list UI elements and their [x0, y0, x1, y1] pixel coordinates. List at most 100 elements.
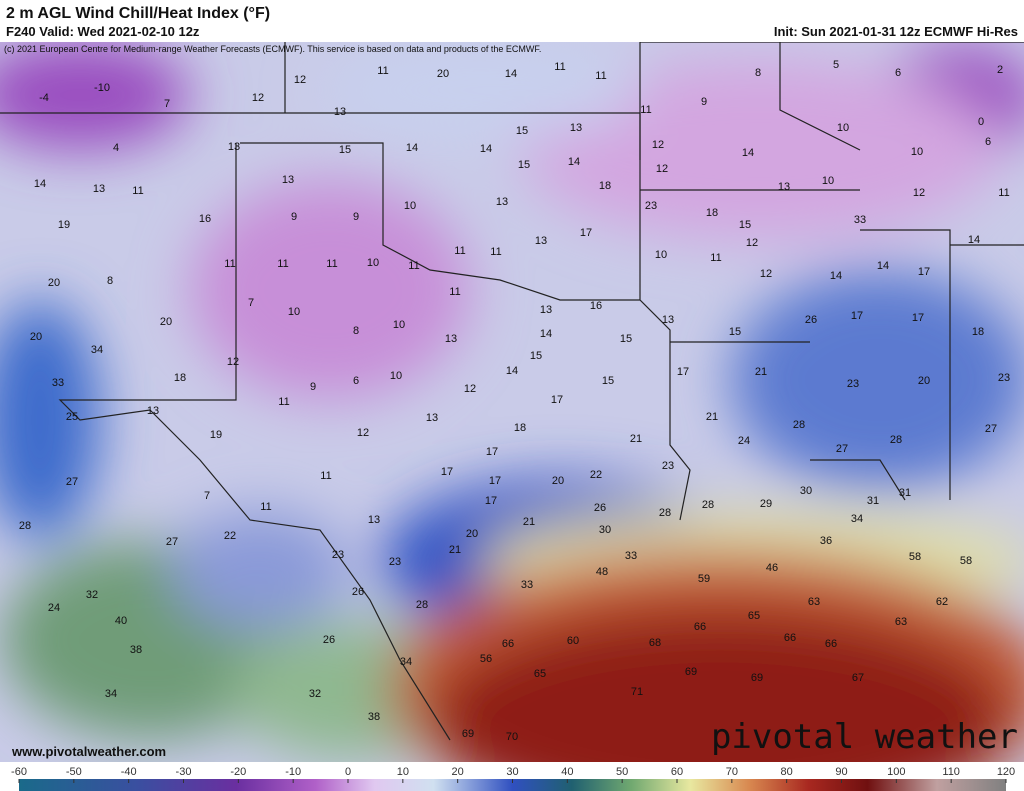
point-value: 67: [852, 672, 864, 684]
point-value: 11: [408, 260, 419, 272]
point-value: 18: [599, 180, 611, 192]
point-value: 11: [490, 246, 501, 258]
point-value: 23: [645, 200, 657, 212]
point-value: 36: [820, 535, 832, 547]
point-value: 14: [540, 328, 552, 340]
point-value: 28: [793, 419, 805, 431]
point-value: 71: [631, 686, 643, 698]
point-value: 33: [625, 550, 637, 562]
point-value: 63: [895, 616, 907, 628]
point-value: 11: [377, 65, 388, 77]
point-value: 18: [972, 326, 984, 338]
point-value: 12: [294, 74, 306, 86]
point-value: 68: [649, 637, 661, 649]
point-value: 8: [353, 325, 359, 337]
point-value: 66: [825, 638, 837, 650]
point-value: 14: [505, 68, 517, 80]
point-value: 40: [115, 615, 127, 627]
colorbar-tick-label: 90: [835, 766, 847, 778]
point-value: 19: [210, 429, 222, 441]
colorbar-tick-label: -40: [121, 766, 137, 778]
point-value: 13: [93, 183, 105, 195]
point-value: 11: [326, 258, 337, 270]
point-value: 17: [441, 466, 453, 478]
point-value: 6: [353, 375, 359, 387]
point-value: 8: [755, 67, 761, 79]
point-value: 14: [568, 156, 580, 168]
point-value: 9: [310, 381, 316, 393]
point-value: 11: [320, 470, 331, 482]
point-value: 60: [567, 635, 579, 647]
point-value: 13: [445, 333, 457, 345]
point-value: 20: [437, 68, 449, 80]
point-value: 20: [918, 375, 930, 387]
site-url: www.pivotalweather.com: [11, 744, 166, 759]
point-value: 23: [998, 372, 1010, 384]
point-value: 12: [357, 427, 369, 439]
point-value: 24: [738, 435, 750, 447]
colorbar-tick-label: 110: [942, 766, 960, 778]
point-value: 6: [985, 136, 991, 148]
point-value: 17: [918, 266, 930, 278]
point-value: 17: [912, 312, 924, 324]
point-value: 28: [659, 507, 671, 519]
point-value: 23: [389, 556, 401, 568]
point-value: 15: [518, 159, 530, 171]
point-value: 11: [224, 258, 235, 270]
point-value: 38: [368, 711, 380, 723]
point-value: 23: [847, 378, 859, 390]
point-value: 7: [164, 98, 170, 110]
point-value: 17: [551, 394, 563, 406]
point-value: 66: [694, 621, 706, 633]
point-value: 10: [911, 146, 923, 158]
point-value: 11: [260, 501, 271, 513]
colorbar-tick-label: 80: [781, 766, 793, 778]
credit: (c) 2021 European Centre for Medium-rang…: [4, 44, 541, 54]
point-value: 15: [339, 144, 351, 156]
point-value: 12: [746, 237, 758, 249]
point-value: 25: [66, 411, 78, 423]
point-value: 27: [836, 443, 848, 455]
point-value: 62: [936, 596, 948, 608]
point-value: 10: [390, 370, 402, 382]
point-value: 16: [590, 300, 602, 312]
point-value: 38: [130, 644, 142, 656]
point-value: 13: [282, 174, 294, 186]
point-value: 28: [890, 434, 902, 446]
point-value: 12: [252, 92, 264, 104]
colorbar-tick-label: 20: [452, 766, 464, 778]
colorbar: [19, 779, 1006, 791]
point-value: 58: [960, 555, 972, 567]
point-value: 33: [854, 214, 866, 226]
title: 2 m AGL Wind Chill/Heat Index (°F): [6, 5, 270, 22]
point-value: 5: [833, 59, 839, 71]
point-value: 12: [656, 163, 668, 175]
point-value: 28: [702, 499, 714, 511]
point-value: 12: [464, 383, 476, 395]
point-value: 22: [224, 530, 236, 542]
point-value: 13: [535, 235, 547, 247]
colorbar-tick-label: -50: [66, 766, 82, 778]
point-value: 20: [160, 316, 172, 328]
colorbar-tick-label: 30: [506, 766, 518, 778]
point-value: 12: [913, 187, 925, 199]
map-background: [0, 42, 1024, 762]
point-value: 21: [630, 433, 642, 445]
point-value: 28: [416, 599, 428, 611]
point-value: 15: [530, 350, 542, 362]
point-value: 17: [851, 310, 863, 322]
point-value: 18: [514, 422, 526, 434]
point-value: 30: [800, 485, 812, 497]
point-value: 69: [751, 672, 763, 684]
point-value: 21: [706, 411, 718, 423]
point-value: 21: [755, 366, 767, 378]
colorbar-tick-label: 0: [345, 766, 351, 778]
point-value: 17: [485, 495, 497, 507]
point-value: 11: [278, 396, 289, 408]
point-value: 20: [48, 277, 60, 289]
point-value: 29: [760, 498, 772, 510]
point-value: 69: [685, 666, 697, 678]
point-value: 15: [602, 375, 614, 387]
point-value: 10: [822, 175, 834, 187]
